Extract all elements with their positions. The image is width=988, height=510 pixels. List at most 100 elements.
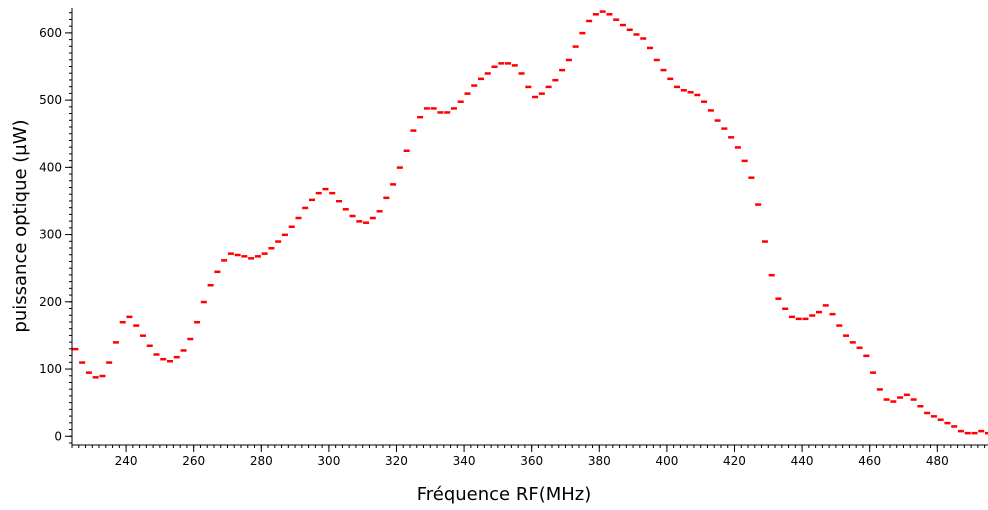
point [653, 58, 660, 62]
point [633, 33, 640, 36]
point [897, 396, 904, 399]
point [964, 431, 971, 435]
point [261, 252, 268, 255]
point [511, 64, 518, 67]
point [748, 176, 755, 179]
point [572, 45, 579, 48]
point [85, 371, 92, 374]
point [910, 398, 917, 401]
point [248, 257, 255, 260]
point [761, 240, 768, 243]
y-tick-label: 600 [39, 26, 62, 40]
point [619, 23, 626, 27]
x-tick-label: 280 [250, 454, 273, 468]
point [599, 10, 606, 13]
point [876, 388, 883, 391]
point [477, 77, 484, 81]
point [234, 253, 241, 257]
point [288, 225, 295, 228]
point [72, 347, 79, 351]
point [579, 31, 586, 35]
point [937, 418, 944, 421]
point [843, 334, 850, 337]
point [227, 252, 234, 255]
point [782, 307, 789, 311]
point [687, 91, 694, 94]
x-tick-label: 260 [182, 454, 205, 468]
x-tick-label: 400 [655, 454, 678, 468]
point [187, 337, 194, 341]
point [856, 346, 863, 350]
point [924, 411, 931, 415]
point [241, 255, 248, 258]
point [167, 359, 174, 363]
x-tick-label: 340 [453, 454, 476, 468]
y-tick-label: 400 [39, 160, 62, 174]
point [302, 206, 309, 210]
point [403, 149, 410, 153]
y-tick-label: 200 [39, 295, 62, 309]
point [985, 431, 988, 435]
point [92, 376, 99, 379]
point [214, 270, 221, 274]
point [126, 315, 133, 319]
point [721, 127, 728, 130]
point [444, 111, 451, 114]
point [667, 77, 674, 81]
point [545, 85, 552, 89]
point [139, 334, 146, 337]
point [565, 58, 572, 62]
point [153, 353, 160, 356]
point [221, 259, 228, 262]
point [815, 310, 822, 314]
point [329, 191, 336, 195]
point [802, 317, 809, 321]
point [734, 146, 741, 149]
point [728, 136, 735, 139]
point [903, 393, 910, 397]
point [822, 304, 829, 307]
y-tick-label: 300 [39, 228, 62, 242]
point [775, 297, 782, 300]
point [552, 78, 559, 82]
point [944, 421, 951, 425]
point [957, 429, 964, 433]
point [119, 320, 126, 324]
x-tick-label: 440 [791, 454, 814, 468]
point [701, 100, 708, 103]
point [538, 92, 545, 95]
point [491, 65, 498, 68]
point [978, 429, 985, 433]
point [133, 324, 140, 327]
point [505, 62, 512, 65]
point [315, 191, 322, 195]
point [795, 317, 802, 321]
point [336, 199, 343, 203]
point [173, 355, 180, 359]
point [112, 341, 119, 344]
point [660, 68, 667, 72]
y-tick-label: 500 [39, 93, 62, 107]
point [383, 196, 390, 200]
point [525, 85, 532, 89]
point [680, 89, 687, 92]
point [423, 107, 430, 110]
point [410, 129, 417, 132]
point [180, 349, 187, 352]
x-tick-label: 480 [926, 454, 949, 468]
point [376, 210, 383, 213]
y-axis-label: puissance optique (µW) [10, 119, 31, 332]
point [349, 214, 356, 218]
point [707, 109, 714, 112]
point [640, 37, 647, 40]
point [836, 324, 843, 327]
point [870, 371, 877, 374]
point [741, 159, 748, 163]
point [275, 240, 282, 243]
point [484, 72, 491, 75]
point [674, 85, 681, 89]
point [308, 198, 315, 202]
point [254, 255, 261, 258]
x-tick-label: 420 [723, 454, 746, 468]
